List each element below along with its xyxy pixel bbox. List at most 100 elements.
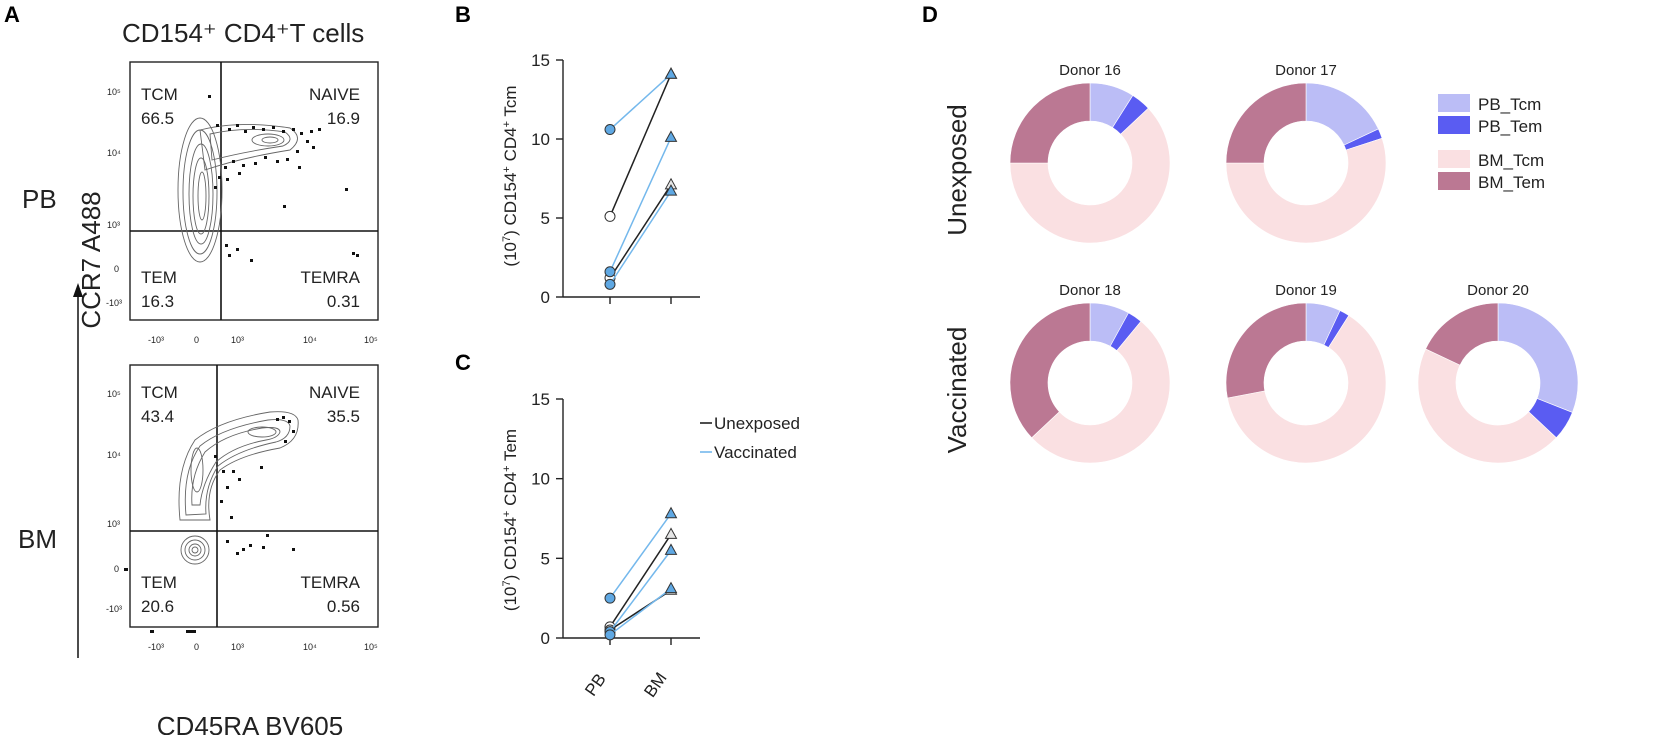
quad-bm-tem-value: 20.6 bbox=[141, 597, 174, 616]
row-label-bm: BM bbox=[18, 524, 57, 554]
ytick-pb-1: 10⁵ bbox=[107, 87, 121, 97]
xtick-bm-2: 0 bbox=[194, 642, 199, 652]
y-arrow-head bbox=[73, 283, 83, 297]
ytick-bm-3: 10³ bbox=[107, 519, 120, 529]
panel-c-ylabel: (107) CD154+ CD4+ Tem bbox=[501, 429, 520, 611]
donut-slice-4-PB_Tcm bbox=[1497, 302, 1579, 413]
donut-title-4: Donor 20 bbox=[1467, 282, 1529, 299]
row-label-pb: PB bbox=[22, 184, 57, 214]
quad-pb-tem-name: TEM bbox=[141, 268, 177, 287]
donut-title-3: Donor 19 bbox=[1275, 282, 1337, 299]
panel-letter-d: D bbox=[922, 2, 938, 27]
ytick-label-c-2: 10 bbox=[531, 470, 550, 489]
point-pb-b-3 bbox=[604, 266, 616, 278]
donut-slice-4-BM_Tem bbox=[1425, 302, 1499, 366]
panel-b: B (107) CD154+ CD4+ Tcm 0 5 10 15 bbox=[455, 2, 700, 307]
legend-bm-tcm-label: BM_Tcm bbox=[1478, 151, 1544, 170]
panel-b-ylabel-b: ) CD154 bbox=[501, 173, 520, 236]
donut-title-2: Donor 18 bbox=[1059, 282, 1121, 299]
legend-lines: Unexposed Vaccinated bbox=[700, 414, 800, 462]
xtick-pb-3: 10³ bbox=[231, 335, 244, 345]
point-pb-c-4 bbox=[604, 629, 616, 641]
flow-plot-bm: 10⁵ 10⁴ 10³ 0 -10³ -10³ 0 10³ 10⁴ 10⁵ bbox=[106, 364, 379, 652]
panel-c-ylabel-sup1: 7 bbox=[501, 580, 513, 586]
legend-vaccinated-label: Vaccinated bbox=[714, 443, 797, 462]
panel-b-yticks: 0 5 10 15 bbox=[531, 51, 672, 307]
panel-c-ylabel-c: CD4 bbox=[501, 472, 520, 511]
legend-bm-tem-label: BM_Tem bbox=[1478, 173, 1545, 192]
quad-pb-naive-name: NAIVE bbox=[309, 85, 360, 104]
panel-b-ylabel-sup1: 7 bbox=[501, 236, 513, 242]
ytick-label-c-0: 0 bbox=[541, 629, 550, 648]
panel-letter-a: A bbox=[4, 2, 20, 27]
ytick-label-b-0: 0 bbox=[541, 288, 550, 307]
donut-charts: Donor 16 Donor 17 Donor 18 Donor 19 Donor 20 bbox=[1009, 62, 1579, 464]
panel-b-ylabel-sup2: + bbox=[501, 166, 513, 172]
xtick-pb-4: 10⁴ bbox=[303, 335, 317, 345]
donut-slice-0-BM_Tem bbox=[1009, 82, 1091, 164]
point-pb-b-2 bbox=[604, 124, 616, 136]
ytick-label-b-2: 10 bbox=[531, 130, 550, 149]
point-pb-b-0 bbox=[604, 210, 616, 222]
donut-slice-0-BM_Tcm bbox=[1009, 107, 1171, 244]
ytick-pb-4: 0 bbox=[114, 264, 119, 274]
ytick-bm-4: 0 bbox=[114, 564, 119, 574]
panel-a-xlabel: CD45RA BV605 bbox=[157, 711, 343, 735]
plot-frame-pb bbox=[129, 61, 379, 321]
panel-b-ylabel-sup3: + bbox=[501, 121, 513, 127]
row-label-vaccinated: Vaccinated bbox=[942, 327, 972, 454]
ytick-label-c-1: 5 bbox=[541, 549, 550, 568]
ytick-label-b-3: 15 bbox=[531, 51, 550, 70]
panel-letter-b: B bbox=[455, 2, 471, 27]
panel-c-ylabel-a: (10 bbox=[501, 587, 520, 612]
legend-pb-tcm-swatch bbox=[1438, 94, 1470, 112]
quad-bm-tcm-name: TCM bbox=[141, 383, 178, 402]
xtick-pb: PB bbox=[581, 670, 610, 699]
series-line-c-2 bbox=[609, 513, 672, 599]
panel-b-ylabel: (107) CD154+ CD4+ Tcm bbox=[501, 85, 520, 266]
panel-d: D Unexposed Vaccinated Donor 16 Donor 17D… bbox=[922, 2, 1579, 464]
quad-pb-tcm-value: 66.5 bbox=[141, 109, 174, 128]
panel-c-ylabel-sup3: + bbox=[501, 465, 513, 471]
plot-frame-bm bbox=[129, 364, 379, 628]
contours-pb bbox=[177, 117, 298, 263]
quad-bm-tem-name: TEM bbox=[141, 573, 177, 592]
donut-slice-2-BM_Tem bbox=[1009, 302, 1091, 439]
legend-pb-tcm-label: PB_Tcm bbox=[1478, 95, 1541, 114]
series-line-c-4 bbox=[609, 588, 672, 636]
quad-bm-temra-value: 0.56 bbox=[327, 597, 360, 616]
xtick-pb-5: 10⁵ bbox=[364, 335, 378, 345]
ytick-label-b-1: 5 bbox=[541, 209, 550, 228]
panel-letter-c: C bbox=[455, 350, 471, 375]
panel-b-series bbox=[604, 67, 678, 290]
quad-pb-tem-value: 16.3 bbox=[141, 292, 174, 311]
xtick-pb-1: -10³ bbox=[148, 335, 164, 345]
series-line-c-3 bbox=[609, 549, 672, 633]
quad-pb-naive-value: 16.9 bbox=[327, 109, 360, 128]
panel-b-ylabel-c: CD4 bbox=[501, 127, 520, 166]
point-bm-b-2 bbox=[664, 67, 678, 79]
xtick-bm-3: 10³ bbox=[231, 642, 244, 652]
quad-bm-temra-name: TEMRA bbox=[301, 573, 361, 592]
ytick-bm-5: -10³ bbox=[106, 604, 122, 614]
point-bm-c-2 bbox=[664, 506, 678, 519]
quad-pb-temra-name: TEMRA bbox=[301, 268, 361, 287]
xtick-bm-1: -10³ bbox=[148, 642, 164, 652]
row-label-unexposed: Unexposed bbox=[942, 104, 972, 236]
ytick-pb-2: 10⁴ bbox=[107, 148, 121, 158]
legend-unexposed-label: Unexposed bbox=[714, 414, 800, 433]
xtick-pb-2: 0 bbox=[194, 335, 199, 345]
point-pb-b-4 bbox=[604, 278, 616, 290]
panel-c-ylabel-b: ) CD154 bbox=[501, 517, 520, 580]
panel-c-series bbox=[604, 506, 678, 641]
series-line-b-1 bbox=[609, 184, 672, 279]
donut-slice-3-BM_Tcm bbox=[1227, 315, 1387, 464]
series-line-b-2 bbox=[609, 73, 672, 131]
point-bm-b-4 bbox=[664, 184, 678, 196]
series-line-b-0 bbox=[609, 73, 672, 217]
legend-bm-tcm-swatch bbox=[1438, 150, 1470, 168]
panel-c-ylabel-d: Tem bbox=[501, 429, 520, 466]
ytick-pb-3: 10³ bbox=[107, 220, 120, 230]
xtick-bm-4: 10⁴ bbox=[303, 642, 317, 652]
